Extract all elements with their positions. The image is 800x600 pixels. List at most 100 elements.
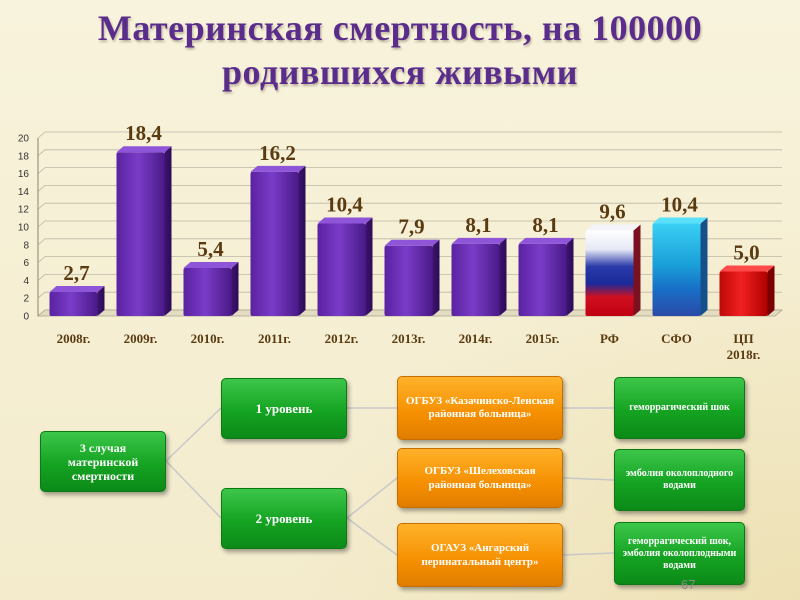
y-tick-label: 14: [18, 187, 30, 198]
category-labels: 2008г. 2009г. 2010г. 2011г. 2012г. 2013г. 2014…: [57, 331, 761, 362]
bar-side: [700, 217, 708, 316]
cause2-label: эмболия околоплодного водами: [625, 468, 734, 491]
gridline: [37, 131, 782, 139]
x-tick-label: 2013г.: [392, 331, 426, 346]
hospital2-box: ОГБУЗ «Шелеховская районная больница»: [397, 448, 563, 508]
y-tick-label: 16: [18, 169, 30, 180]
bar-top: [116, 146, 172, 153]
bar-side: [767, 265, 775, 316]
bar: [49, 285, 105, 316]
y-tick-label: 10: [18, 223, 30, 234]
bar-front: [652, 223, 701, 316]
gridline: [37, 185, 782, 192]
gridline: [37, 202, 782, 210]
x-tick-label: 2008г.: [57, 331, 91, 346]
bar-side: [231, 261, 239, 316]
bar-front: [183, 267, 232, 316]
gridline: [37, 149, 782, 157]
data-label: 9,6: [599, 200, 625, 224]
bar-top: [719, 265, 775, 272]
bar-front: [116, 152, 165, 316]
x-tick-label: 2015г.: [526, 331, 560, 346]
bar-front: [719, 271, 768, 316]
bar-front: [317, 223, 366, 316]
bar-side: [365, 217, 373, 316]
hospital2-label: ОГБУЗ «Шелеховская районная больница»: [424, 465, 536, 491]
bar: [451, 237, 507, 316]
bar-side: [298, 165, 306, 316]
bar-top: [451, 237, 507, 244]
bar-top: [317, 217, 373, 224]
bar: [585, 224, 641, 316]
x-tick-label: СФО: [661, 331, 692, 346]
title-line-2: родившихся живыми: [221, 52, 579, 92]
bar-front: [518, 243, 567, 316]
x-tick-label: ЦП 2018г.: [727, 331, 761, 362]
root-label: 3 случая материнской смертности: [67, 440, 139, 483]
y-tick-label: 18: [18, 151, 30, 162]
bar-top: [652, 217, 708, 224]
bar: [384, 239, 440, 316]
x-tick-label: 2010г.: [191, 331, 225, 346]
bar: [652, 217, 708, 316]
gridline: [37, 167, 782, 174]
y-tick-label: 6: [23, 258, 29, 269]
bar-front: [451, 243, 500, 316]
bar-top: [183, 261, 239, 268]
chart-bars: [49, 146, 775, 316]
bar: [116, 146, 172, 316]
connector-hospital3-cause3: [562, 552, 615, 556]
bar-side: [164, 146, 172, 316]
hospital3-label: ОГАУЗ «Ангарский перинатальный центр»: [421, 542, 539, 568]
bar-side: [633, 224, 641, 316]
data-label: 16,2: [259, 141, 296, 165]
hospital1-box: ОГБУЗ «Казачинско-Ленская районная больн…: [397, 376, 563, 440]
data-label: 10,4: [661, 192, 698, 216]
connector-level2-hospital2: [346, 477, 398, 519]
x-tick-label: РФ: [600, 331, 619, 346]
bar-side: [97, 285, 105, 316]
bar: [250, 165, 306, 316]
data-label: 5,4: [197, 237, 224, 261]
level2-label: 2 уровень: [255, 510, 313, 526]
bar-side: [432, 239, 440, 316]
data-label: 2,7: [63, 261, 89, 285]
x-tick-label: 2011г.: [258, 331, 291, 346]
connector-hospital2-cause2: [562, 477, 615, 481]
data-label: 5,0: [733, 241, 759, 265]
gridline: [37, 220, 782, 228]
cause1-label: геморрагический шок: [629, 402, 730, 413]
bar-top: [384, 239, 440, 246]
x-tick-label: 2012г.: [325, 331, 359, 346]
data-label: 10,4: [326, 192, 363, 216]
title-line-1: Материнская смертность, на 100000: [97, 8, 703, 48]
bar-front: [250, 171, 299, 316]
y-tick-label: 0: [23, 312, 29, 323]
bar-top: [518, 237, 574, 244]
value-labels: 2,7 18,4 5,4 16,2 10,4 7,9 8,1 8,1 9,6 10,4 5,0: [63, 121, 759, 285]
bar: [518, 237, 574, 316]
data-label: 18,4: [125, 121, 162, 145]
bar-front: [384, 245, 433, 316]
x-tick-label: 2009г.: [124, 331, 158, 346]
level2-box: 2 уровень: [221, 488, 347, 549]
y-tick-label: 12: [18, 205, 30, 216]
bar-top: [49, 285, 105, 292]
data-label: 8,1: [532, 213, 558, 237]
level1-label: 1 уровень: [255, 400, 313, 416]
slide-title: Материнская смертность, на 100000 родивш…: [0, 6, 800, 94]
bar-top: [250, 165, 306, 172]
connector-level2-hospital3: [346, 517, 398, 556]
cause2-box: эмболия околоплодного водами: [614, 449, 745, 511]
y-axis: 0 2 4 6 8 10 12 14 16 18 20: [18, 134, 39, 323]
bar: [719, 265, 775, 316]
bar-front: [49, 291, 98, 316]
connector-root-level2: [165, 460, 222, 519]
bar-side: [499, 237, 507, 316]
data-label: 7,9: [398, 215, 424, 239]
x-tick-label: 2014г.: [459, 331, 493, 346]
y-tick-label: 8: [23, 240, 29, 251]
y-tick-label: 20: [18, 134, 30, 145]
bar-front: [585, 230, 634, 316]
root-box: 3 случая материнской смертности: [40, 431, 166, 492]
